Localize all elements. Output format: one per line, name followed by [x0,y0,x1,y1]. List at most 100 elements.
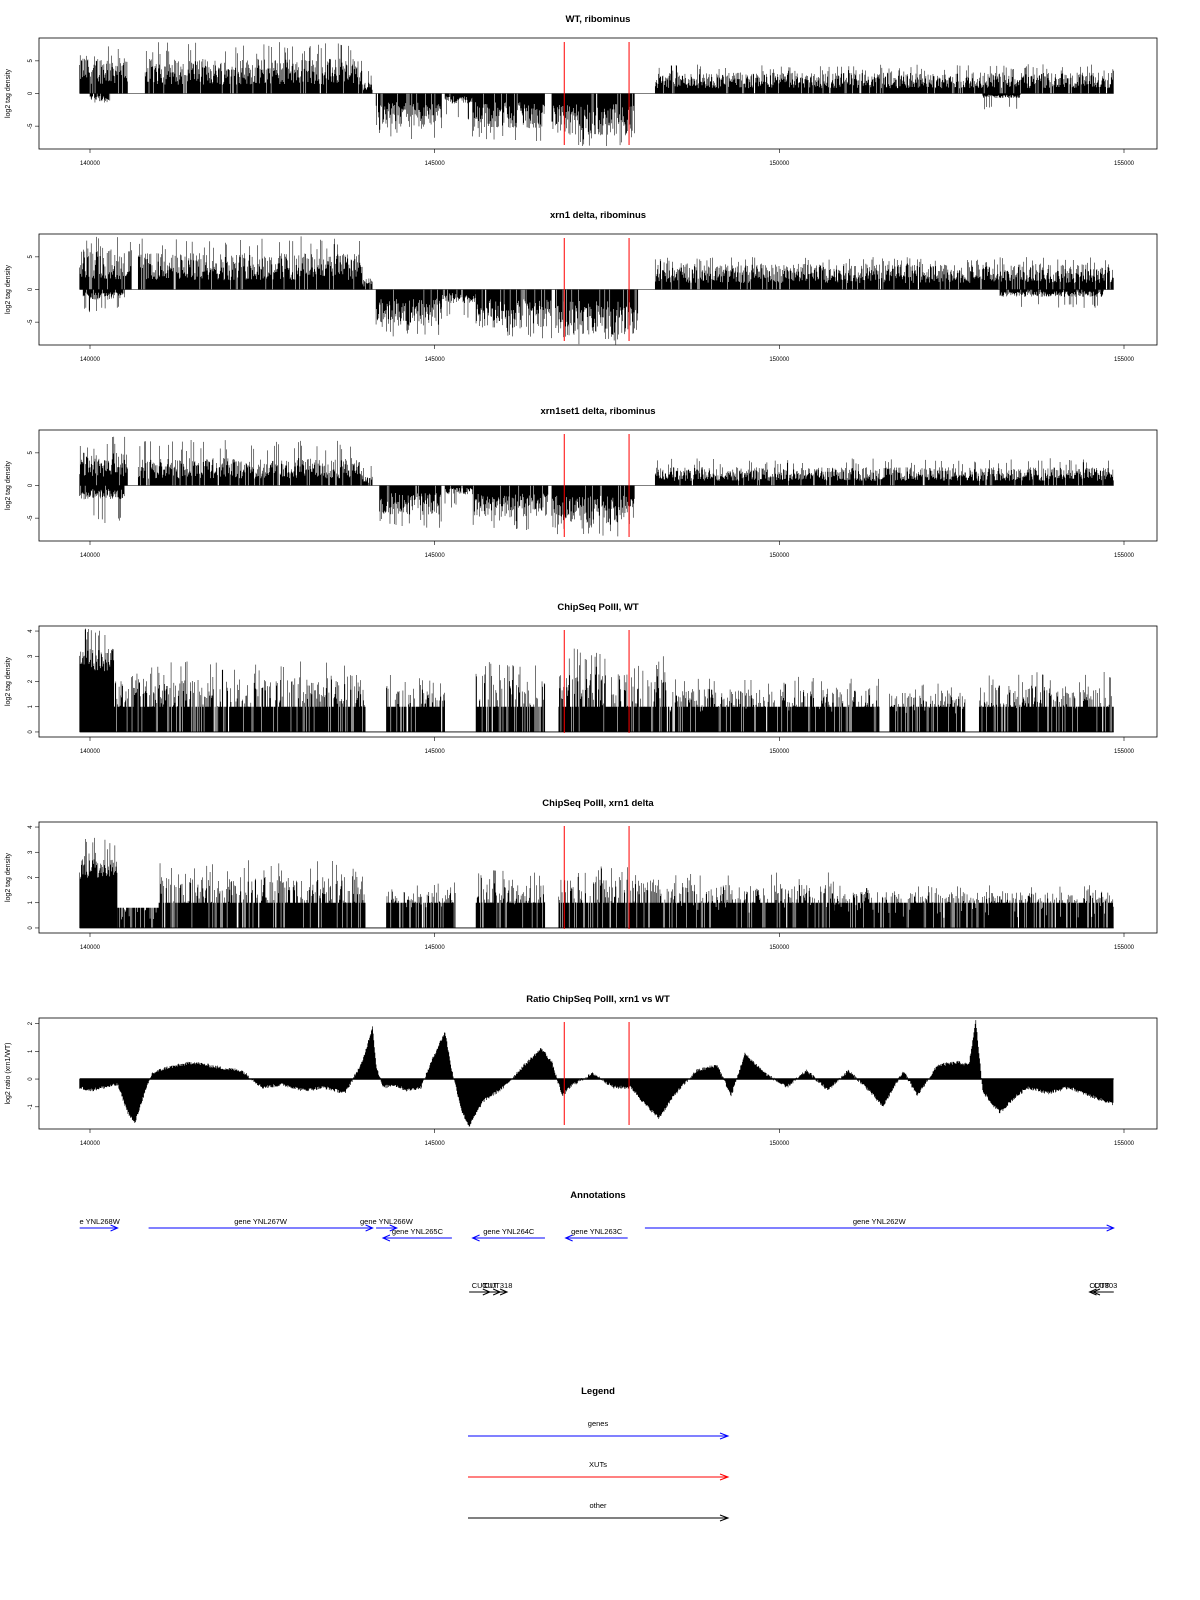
signal-area [79,434,1114,537]
x-tick-label: 150000 [769,945,790,951]
y-tick-label: -1 [28,1103,34,1109]
arrow-left-icon [381,1234,391,1242]
signal-segment [475,870,546,928]
arrow-left-icon [564,1234,573,1242]
annotation-label: CUT803 [1089,1281,1117,1290]
y-tick-label: 5 [28,255,34,259]
arrow-right-icon [719,1473,730,1481]
x-tick-label: 155000 [1114,357,1135,363]
signal-segment [137,440,363,486]
annotation-label: CUT [482,1281,498,1290]
panel-3: xrn1set1 delta, ribominus log2 tag densit… [5,406,1158,559]
legend-item-2: other [468,1501,730,1522]
signal-segment [982,93,1021,110]
y-tick-label: 4 [28,629,34,633]
arrow-right-icon [719,1432,730,1440]
panel-5: ChipSeq PolII, xrn1 delta log2 tag densit… [5,798,1158,951]
y-tick-label: 0 [28,730,34,734]
signal-segment [158,860,366,928]
annotation-label: e YNL268W [80,1217,121,1226]
x-tick-label: 140000 [80,357,101,363]
legend-label: XUTs [589,1460,607,1469]
x-tick-label: 155000 [1114,553,1135,559]
signal-segment [113,681,122,732]
panel-2: xrn1 delta, ribominus log2 tag density -5 0… [5,210,1158,363]
y-axis-label: log2 ratio (xrn1/WT) [5,1043,12,1105]
y-axis-label: log2 tag density [5,460,12,510]
x-tick-label: 145000 [425,357,446,363]
y-tick-label: 3 [28,850,34,854]
y-tick-label: 2 [28,679,34,683]
ratio-area [79,1020,1114,1127]
annotation-feature: gene YNL262W [644,1217,1115,1232]
annotation-label: gene YNL264C [483,1227,535,1236]
signal-segment [89,93,111,103]
y-axis-label: log2 tag density [5,852,12,902]
annotation-label: gene YNL266W [360,1217,414,1226]
annotation-label: gene YNL263C [571,1227,623,1236]
signal-segment [362,466,373,486]
signal-segment [386,674,445,732]
y-tick-label: 5 [28,451,34,455]
signal-segment [668,676,880,732]
panel-title: xrn1 delta, ribominus [550,210,646,221]
arrow-right-icon [719,1514,730,1522]
signal-segment [551,93,635,146]
annotation-label: CUT [472,1281,488,1290]
y-tick-label: -5 [28,123,34,129]
signal-segment [472,93,545,142]
y-tick-label: 0 [28,287,34,291]
x-tick-label: 140000 [80,749,101,755]
y-tick-label: 0 [28,483,34,487]
legend-title: Legend [581,1386,615,1397]
signal-segment [475,662,546,732]
signal-segment [441,289,476,319]
signal-segment [834,885,1114,928]
panel-1: WT, ribominus log2 tag density -5 0 5 140000 1… [5,14,1158,167]
y-tick-label: -5 [28,319,34,325]
annotation-label: gene YNL267W [234,1217,288,1226]
signal-area [79,236,1114,345]
y-tick-label: 1 [28,1049,34,1053]
y-axis-label: log2 tag density [5,656,12,706]
x-tick-label: 145000 [425,1141,446,1147]
signal-segment [79,436,128,486]
y-tick-label: 1 [28,900,34,904]
x-tick-label: 145000 [425,161,446,167]
signal-segment [444,485,473,508]
signal-segment [654,64,1114,94]
y-tick-label: 2 [28,875,34,879]
arrow-left-icon [471,1234,480,1242]
panel-4: ChipSeq PolII, WT log2 tag density 0 1 2 3 4 14… [5,602,1158,755]
signal-segment [654,257,1114,290]
signal-segment [79,236,132,290]
x-tick-label: 155000 [1114,1141,1135,1147]
x-tick-label: 150000 [769,1141,790,1147]
y-tick-label: 3 [28,654,34,658]
annotation-feature: CUT803 [1089,1281,1117,1296]
y-tick-label: -5 [28,515,34,521]
panel-title: ChipSeq PolII, WT [557,602,638,613]
signal-segment [375,289,442,337]
signal-segment [661,872,835,928]
arrow-right-icon [365,1224,374,1232]
y-tick-label: 2 [28,1021,34,1025]
signal-segment [79,46,128,94]
y-tick-label: 0 [28,91,34,95]
x-tick-label: 145000 [425,553,446,559]
arrow-right-icon [499,1288,509,1296]
signal-area [79,42,1114,146]
signal-segment [551,485,635,537]
signal-segment [120,661,366,732]
y-tick-label: 4 [28,825,34,829]
x-tick-label: 140000 [80,161,101,167]
signal-segment [386,882,456,928]
annotation-label: CUT318 [484,1281,512,1290]
signal-area [79,1020,1114,1127]
annotations-panel: Annotations e YNL268W gene YNL267W gene YNL… [80,1190,1117,1296]
x-tick-label: 140000 [80,945,101,951]
x-tick-label: 150000 [769,357,790,363]
signal-segment [79,628,115,732]
legend-label: genes [588,1419,609,1428]
